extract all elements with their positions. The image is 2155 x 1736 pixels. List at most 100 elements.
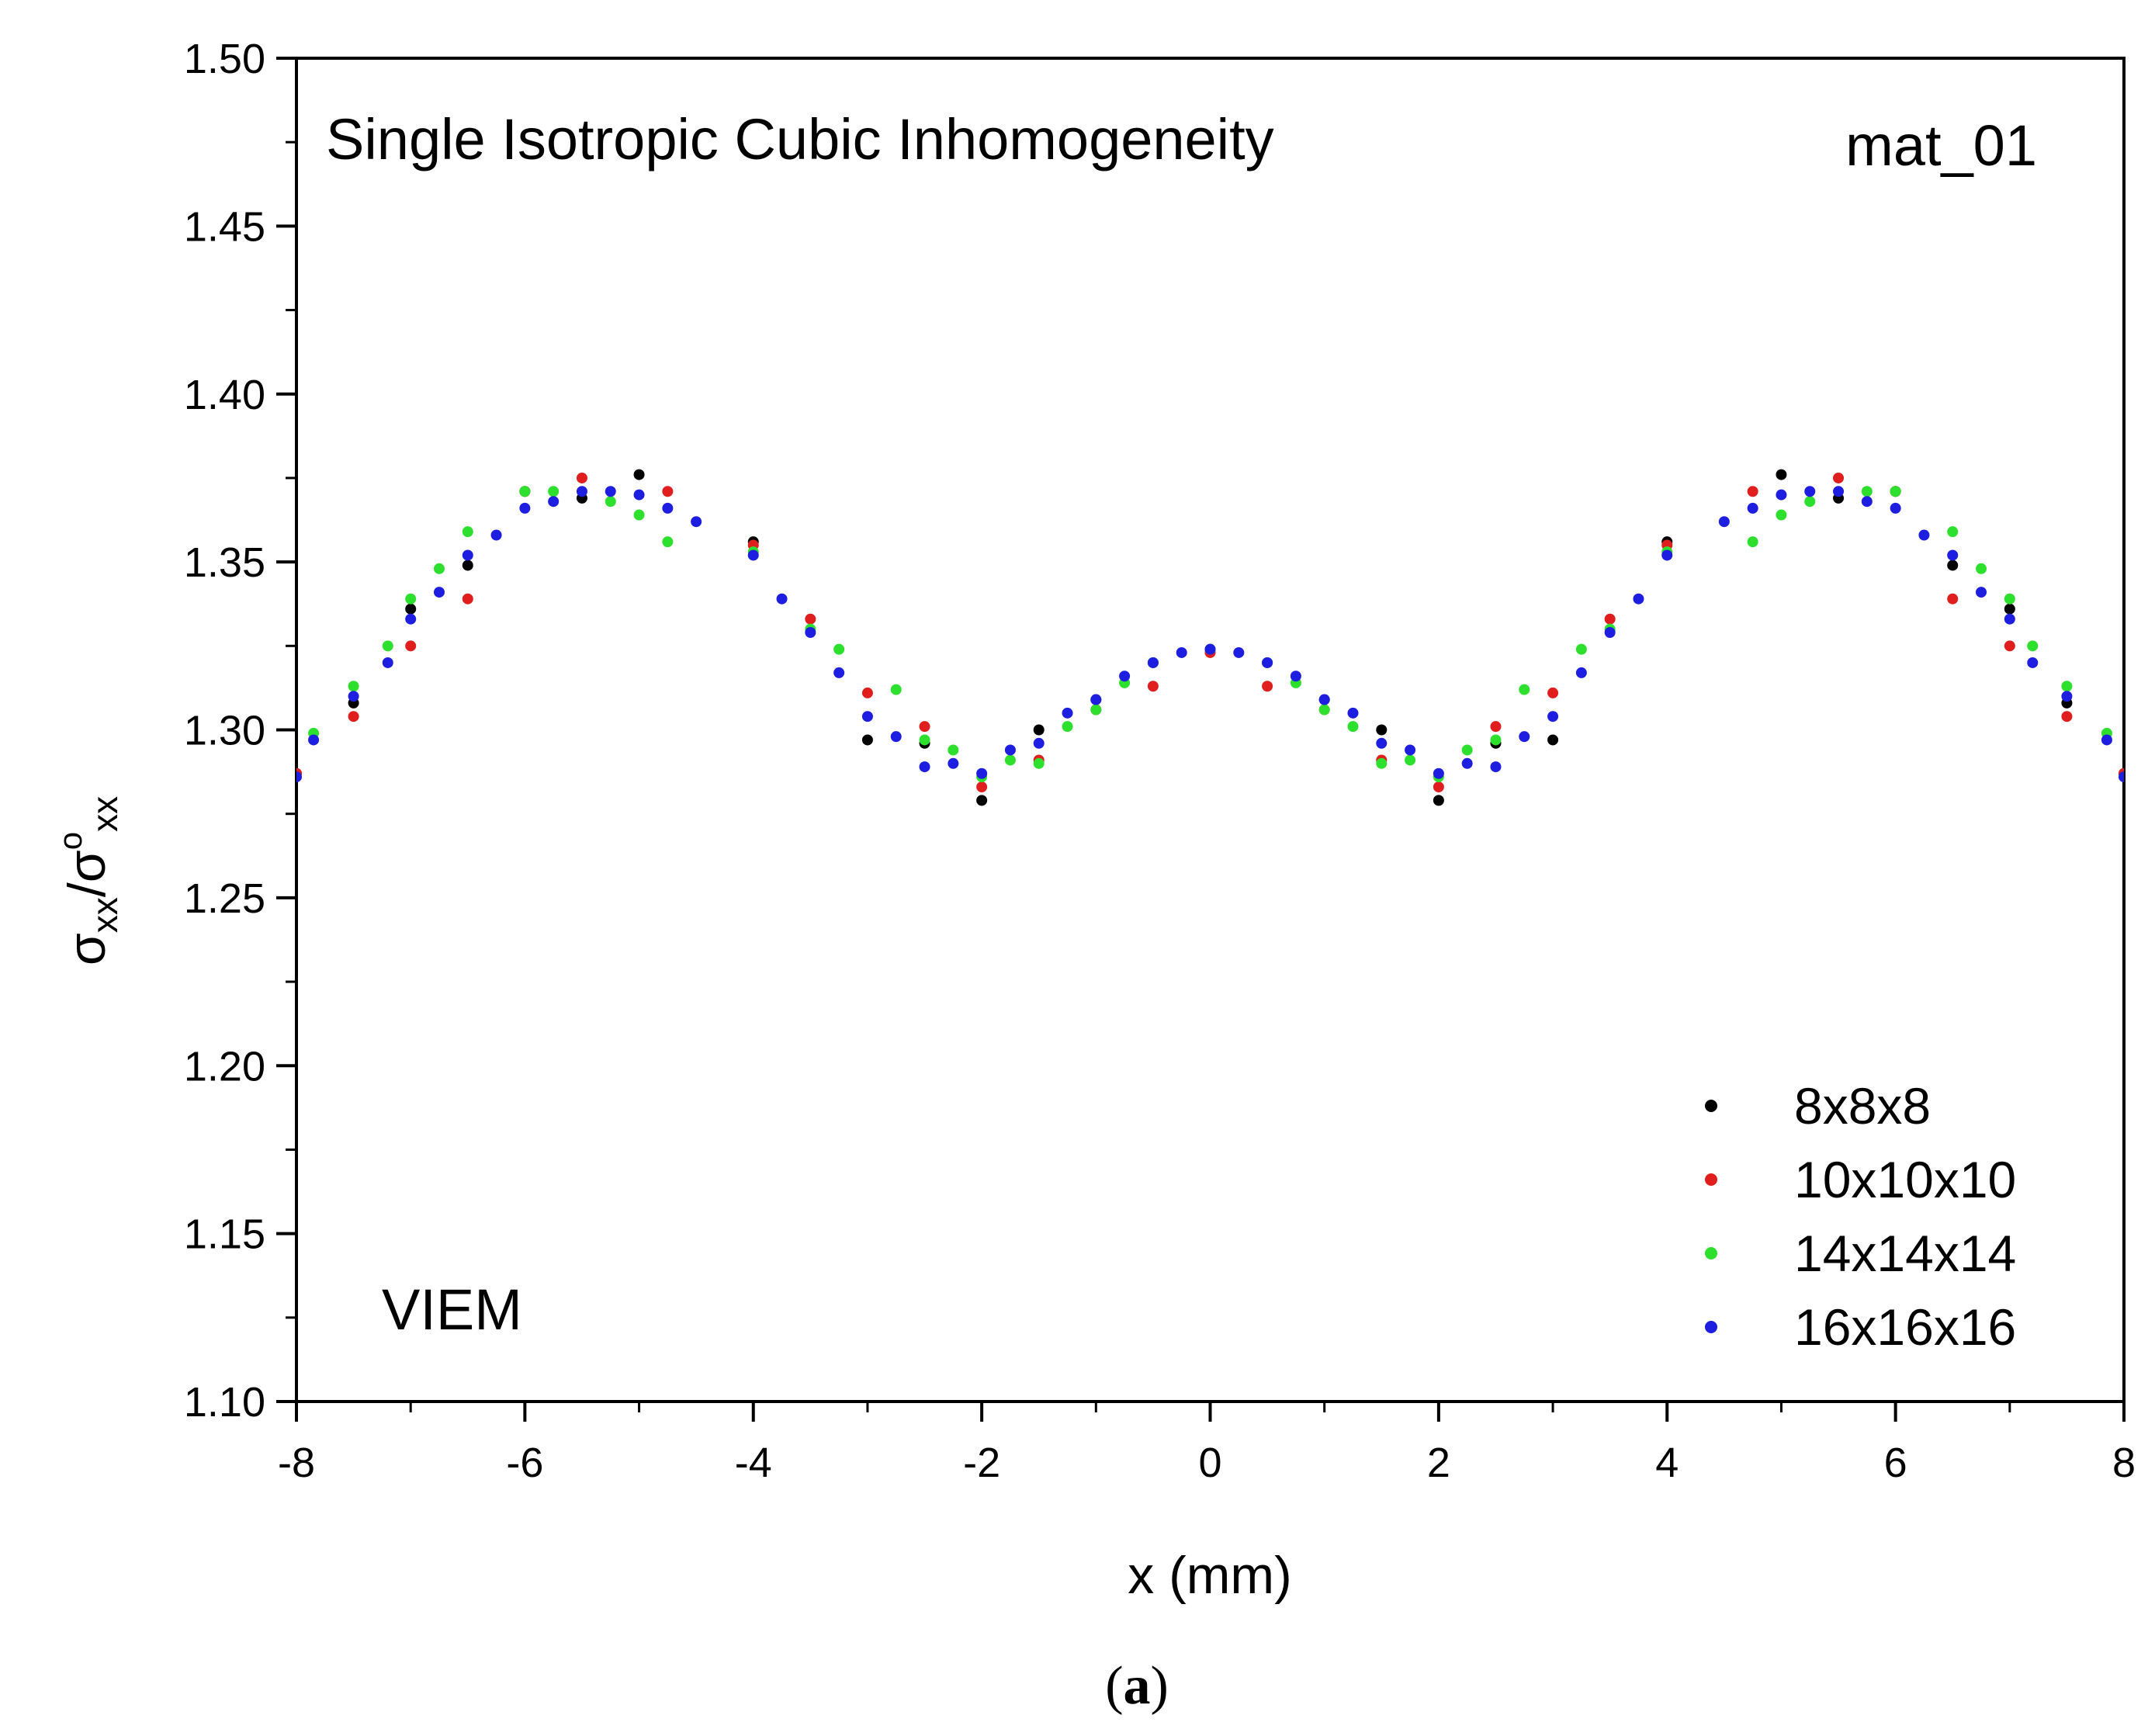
subfigure-open: ( <box>1105 1656 1123 1716</box>
point-16x16x16 <box>1090 694 1102 705</box>
point-8x8x8 <box>1433 795 1444 806</box>
legend-label: 10x10x10 <box>1794 1151 2016 1208</box>
method-annotation: VIEM <box>382 1277 522 1342</box>
point-16x16x16 <box>1376 737 1388 749</box>
point-8x8x8 <box>1376 724 1388 736</box>
point-16x16x16 <box>1776 489 1787 501</box>
point-10x10x10 <box>1147 681 1159 692</box>
point-16x16x16 <box>1347 707 1359 719</box>
point-16x16x16 <box>1947 549 1959 561</box>
point-14x14x14 <box>2004 593 2015 605</box>
point-10x10x10 <box>919 721 930 733</box>
point-16x16x16 <box>1318 694 1330 705</box>
point-16x16x16 <box>1004 744 1016 756</box>
point-14x14x14 <box>548 486 560 497</box>
point-16x16x16 <box>1718 516 1730 528</box>
point-14x14x14 <box>1490 734 1502 746</box>
point-16x16x16 <box>348 691 359 702</box>
point-16x16x16 <box>890 731 902 743</box>
x-tick-label: 8 <box>2112 1440 2136 1486</box>
point-14x14x14 <box>948 744 959 756</box>
y-tick-label: 1.15 <box>184 1211 265 1258</box>
point-16x16x16 <box>1661 549 1673 561</box>
point-16x16x16 <box>1519 731 1530 743</box>
point-10x10x10 <box>1547 687 1559 698</box>
subfigure-label: (a) <box>1105 1656 1169 1716</box>
x-tick-label: 0 <box>1198 1440 1221 1486</box>
point-16x16x16 <box>2101 734 2112 746</box>
point-14x14x14 <box>833 643 845 655</box>
point-14x14x14 <box>1004 754 1016 766</box>
point-16x16x16 <box>1233 646 1245 658</box>
subfigure-letter: a <box>1124 1656 1151 1716</box>
point-10x10x10 <box>861 687 873 698</box>
point-14x14x14 <box>1033 757 1045 769</box>
point-16x16x16 <box>948 757 959 769</box>
point-16x16x16 <box>805 627 816 639</box>
y-tick-label: 1.20 <box>184 1043 265 1090</box>
point-14x14x14 <box>1947 526 1959 538</box>
point-14x14x14 <box>1405 754 1416 766</box>
point-16x16x16 <box>691 516 702 528</box>
point-14x14x14 <box>1090 704 1102 716</box>
legend-marker <box>1705 1321 1717 1333</box>
y-title-slash: / <box>57 882 116 897</box>
point-16x16x16 <box>576 486 587 497</box>
point-16x16x16 <box>633 489 645 501</box>
x-tick-label: -2 <box>963 1440 1000 1486</box>
point-10x10x10 <box>576 472 587 483</box>
point-16x16x16 <box>1547 711 1559 722</box>
point-16x16x16 <box>1604 627 1616 639</box>
point-16x16x16 <box>1204 643 1216 655</box>
y-tick-label: 1.30 <box>184 708 265 754</box>
point-8x8x8 <box>1547 734 1559 746</box>
point-16x16x16 <box>1890 502 1901 514</box>
point-16x16x16 <box>976 768 988 779</box>
point-8x8x8 <box>1033 724 1045 736</box>
data-points <box>296 469 2124 806</box>
point-10x10x10 <box>462 593 473 605</box>
x-axis-title: x (mm) <box>1128 1546 1291 1605</box>
point-10x10x10 <box>405 640 417 652</box>
point-14x14x14 <box>1804 496 1816 508</box>
point-14x14x14 <box>382 640 393 652</box>
point-16x16x16 <box>662 502 674 514</box>
legend-label: 16x16x16 <box>1794 1298 2016 1356</box>
point-16x16x16 <box>2061 691 2073 702</box>
point-10x10x10 <box>976 781 988 793</box>
y-axis-title: σxx/σoxx <box>52 796 125 965</box>
point-14x14x14 <box>462 526 473 538</box>
point-16x16x16 <box>1976 587 1987 598</box>
point-16x16x16 <box>519 502 531 514</box>
point-10x10x10 <box>1433 781 1444 793</box>
point-14x14x14 <box>1976 563 1987 574</box>
y-tick-label: 1.35 <box>184 539 265 586</box>
legend-label: 8x8x8 <box>1794 1077 1931 1135</box>
x-tick-label: -8 <box>278 1440 315 1486</box>
y-title-sigma-2: σ <box>57 850 116 882</box>
point-14x14x14 <box>605 496 616 508</box>
point-16x16x16 <box>2119 771 2124 783</box>
point-16x16x16 <box>1062 707 1073 719</box>
material-annotation: mat_01 <box>1845 113 2037 178</box>
point-16x16x16 <box>1575 667 1587 678</box>
point-14x14x14 <box>1575 643 1587 655</box>
point-14x14x14 <box>1461 744 1473 756</box>
chart-title-annotation: Single Isotropic Cubic Inhomogeneity <box>326 107 1274 172</box>
point-16x16x16 <box>1262 657 1273 668</box>
point-8x8x8 <box>633 469 645 480</box>
point-16x16x16 <box>382 657 393 668</box>
point-14x14x14 <box>348 681 359 692</box>
point-8x8x8 <box>1776 469 1787 480</box>
y-title-sup-2: o <box>52 832 88 850</box>
point-16x16x16 <box>490 529 502 541</box>
subfigure-close: ) <box>1151 1656 1169 1716</box>
y-tick-label: 1.25 <box>184 875 265 922</box>
y-axis: 1.10 1.15 1.20 1.25 1.30 1.35 1.40 1.45 1.50 <box>184 36 296 1426</box>
point-16x16x16 <box>605 486 616 497</box>
point-16x16x16 <box>1119 670 1131 682</box>
point-16x16x16 <box>2004 613 2015 625</box>
point-16x16x16 <box>1433 768 1444 779</box>
point-16x16x16 <box>1405 744 1416 756</box>
point-16x16x16 <box>462 549 473 561</box>
